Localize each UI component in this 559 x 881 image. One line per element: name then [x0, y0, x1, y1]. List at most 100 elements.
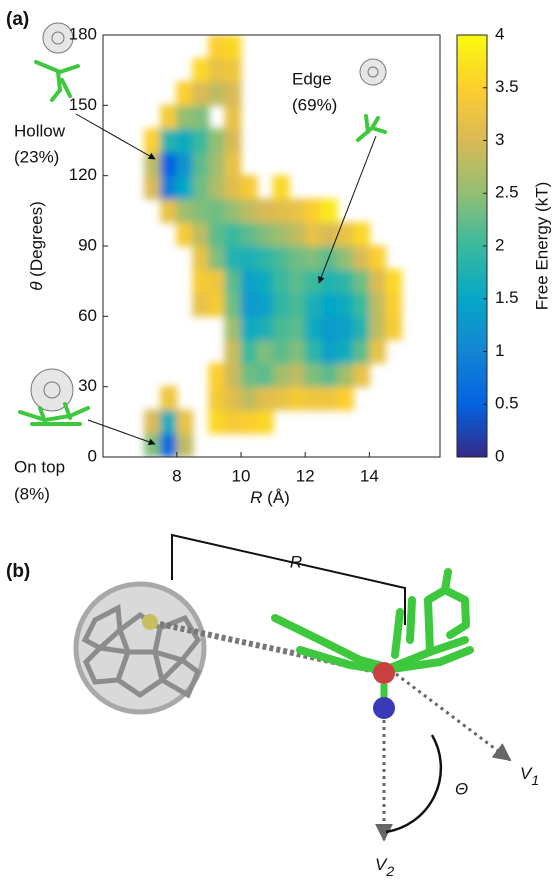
heat-cell — [144, 433, 161, 457]
heat-cell — [273, 292, 290, 316]
heat-cell — [257, 222, 274, 246]
heat-cell — [305, 386, 322, 410]
heat-cell — [273, 339, 290, 363]
heat-cell — [337, 339, 354, 363]
heat-cell — [241, 363, 258, 387]
heat-cell — [176, 222, 193, 246]
heat-cell — [369, 246, 386, 270]
distance-label: R — [290, 552, 302, 571]
heat-cell — [321, 222, 338, 246]
heat-cell — [337, 222, 354, 246]
colorbar-tick-label: 0.5 — [495, 394, 519, 413]
heat-cell — [224, 81, 241, 105]
heat-cell — [192, 222, 209, 246]
heat-cell — [241, 410, 258, 434]
heat-cell — [224, 105, 241, 129]
heat-cell — [208, 175, 225, 199]
heat-cell — [257, 316, 274, 340]
fullerene — [76, 584, 204, 712]
heat-cell — [241, 175, 258, 199]
colorbar-label: Free Energy (kT) — [532, 182, 551, 310]
heat-cell — [273, 246, 290, 270]
heat-cell — [224, 175, 241, 199]
colorbar-tick-label: 2.5 — [495, 183, 519, 202]
heat-cell — [273, 269, 290, 293]
heat-cell — [176, 410, 193, 434]
heat-cell — [257, 386, 274, 410]
x-tick-label: 12 — [296, 466, 315, 485]
heat-cell — [224, 386, 241, 410]
heat-cell — [289, 363, 306, 387]
heat-cell — [176, 199, 193, 223]
heat-cell — [289, 292, 306, 316]
heat-cell — [337, 316, 354, 340]
heat-cell — [224, 58, 241, 82]
heat-cell — [192, 81, 209, 105]
vector-v1 — [396, 674, 510, 760]
heat-cell — [289, 339, 306, 363]
heat-cell — [192, 246, 209, 270]
heat-cell — [337, 269, 354, 293]
heat-cell — [160, 199, 177, 223]
atom — [373, 697, 395, 719]
heat-cell — [208, 292, 225, 316]
heat-cell — [224, 128, 241, 152]
heat-cell — [353, 316, 370, 340]
heat-cell — [369, 292, 386, 316]
heat-cell — [385, 292, 402, 316]
distance-bracket — [172, 535, 405, 625]
heat-cell — [353, 246, 370, 270]
heat-cell — [257, 292, 274, 316]
y-tick-label: 30 — [78, 376, 97, 395]
heat-cell — [192, 292, 209, 316]
heat-cell — [273, 386, 290, 410]
heat-cell — [176, 152, 193, 176]
heat-cell — [337, 363, 354, 387]
angle-label: Θ — [455, 779, 468, 798]
heat-cell — [257, 269, 274, 293]
colorbar — [457, 35, 487, 457]
heat-cell — [224, 363, 241, 387]
panel-label: (a) — [6, 9, 29, 30]
heat-cell — [208, 81, 225, 105]
heat-cell — [208, 152, 225, 176]
y-tick-label: 0 — [88, 446, 97, 465]
colorbar-tick-label: 3 — [495, 130, 504, 149]
v2-label: V2 — [375, 855, 394, 878]
heat-cell — [144, 410, 161, 434]
heat-cell — [208, 35, 225, 59]
heat-cell — [305, 199, 322, 223]
heat-cell — [305, 316, 322, 340]
heat-cell — [176, 175, 193, 199]
heat-cell — [337, 386, 354, 410]
heat-cell — [176, 433, 193, 457]
heat-cell — [369, 316, 386, 340]
heat-cell — [353, 222, 370, 246]
heat-cell — [176, 128, 193, 152]
colorbar-tick-label: 1 — [495, 341, 504, 360]
heat-cell — [192, 152, 209, 176]
heat-cell — [273, 363, 290, 387]
arrow — [76, 114, 155, 159]
heat-cell — [192, 128, 209, 152]
heat-cell — [257, 339, 274, 363]
colorbar-tick-label: 4 — [495, 24, 504, 43]
x-axis-label: R (Å) — [250, 488, 290, 507]
x-tick-label: 10 — [232, 466, 251, 485]
heat-cell — [273, 199, 290, 223]
heat-cell — [224, 222, 241, 246]
heat-cell — [241, 339, 258, 363]
heat-cell — [192, 175, 209, 199]
heat-cell — [353, 269, 370, 293]
heat-cell — [257, 363, 274, 387]
heat-cell — [321, 386, 338, 410]
heat-cell — [160, 386, 177, 410]
heat-cell — [208, 222, 225, 246]
heat-cell — [160, 410, 177, 434]
colorbar-tick-label: 1.5 — [495, 288, 519, 307]
heat-cell — [224, 316, 241, 340]
heat-cell — [224, 35, 241, 59]
heat-cell — [144, 152, 161, 176]
heat-cell — [241, 386, 258, 410]
heat-cell — [289, 316, 306, 340]
